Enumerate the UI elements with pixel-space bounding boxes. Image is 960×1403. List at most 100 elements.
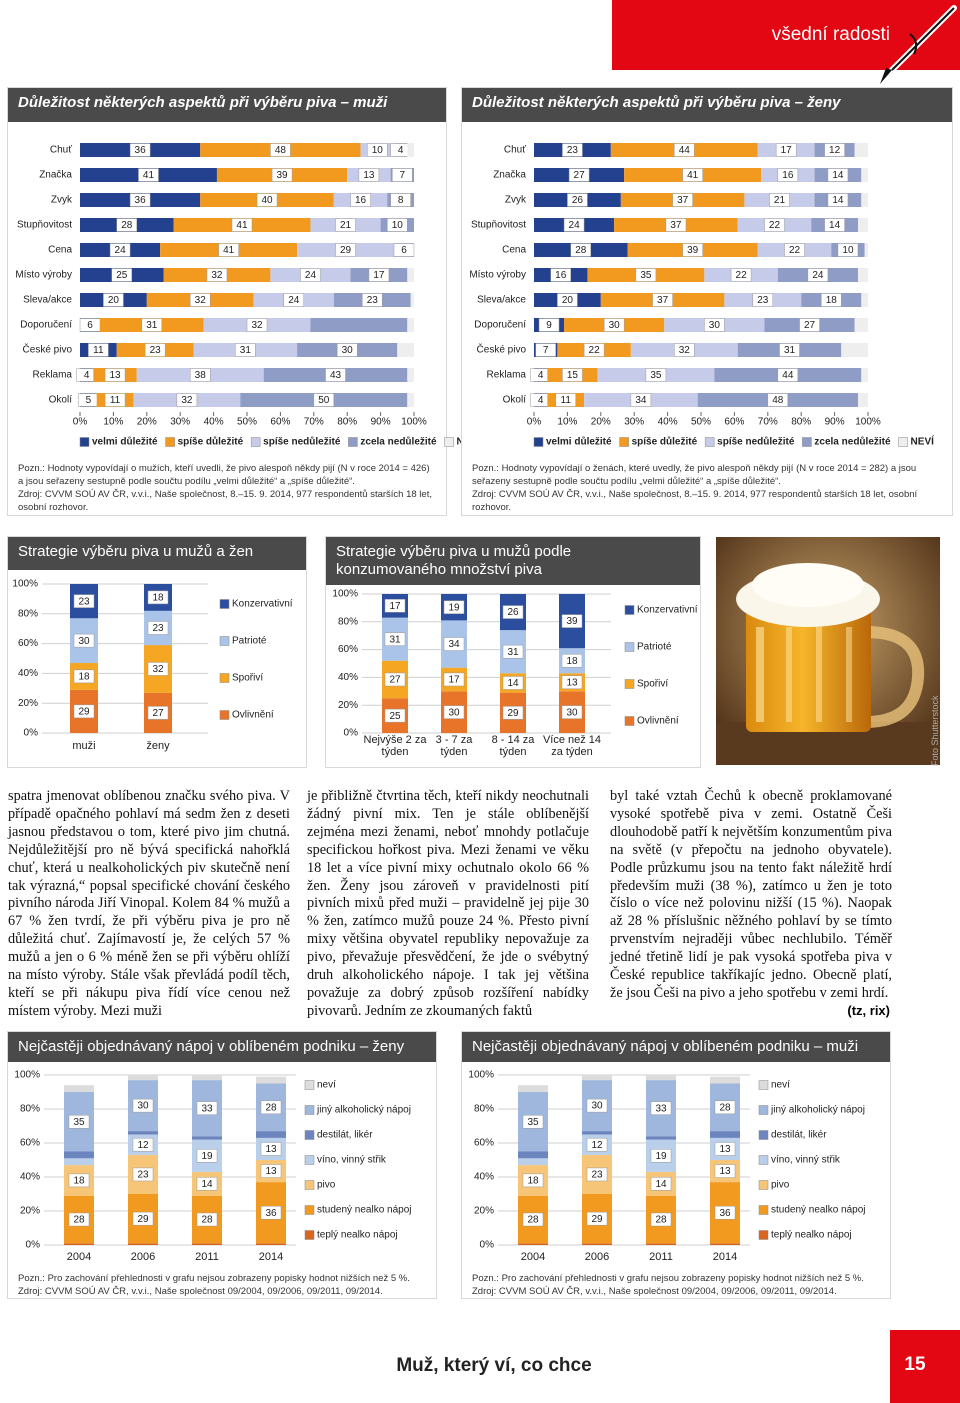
bar-segment: [861, 193, 868, 207]
value-label: 32: [152, 664, 164, 675]
value-label: 27: [574, 170, 586, 181]
value-label: 41: [143, 170, 155, 181]
legend-swatch: [219, 636, 230, 646]
category-label: Doporučení: [474, 320, 526, 331]
bar-segment: [861, 368, 868, 382]
legend-label: zcela nedůležité: [814, 436, 891, 448]
value-label-box: [392, 168, 413, 182]
value-label-box: [502, 644, 524, 659]
legend-swatch: [304, 1205, 315, 1215]
value-label: 23: [367, 295, 379, 306]
value-label-box: [535, 343, 556, 357]
legend-label: velmi důležité: [546, 436, 612, 448]
value-label: 28: [575, 245, 587, 256]
value-label: 28: [719, 1102, 731, 1113]
value-label-box: [650, 1101, 672, 1115]
value-label: 29: [507, 708, 519, 719]
x-tick-label: 50%: [691, 417, 711, 428]
value-label: 35: [73, 1117, 85, 1128]
y-tick-label: 80%: [474, 1104, 494, 1115]
chart-notes: Pozn.: Hodnoty vypovídají o ženách, kter…: [472, 462, 942, 514]
value-label: 17: [448, 675, 460, 686]
value-label: 18: [73, 1176, 85, 1187]
value-label-box: [603, 318, 625, 332]
chart: 0% 20% 40% 60% 80% 100% 28 18 35 29 23 12 30 28 14 19 33…: [14, 1070, 411, 1251]
value-label-box: [561, 653, 583, 668]
x-tick-label: 10%: [103, 417, 123, 428]
category-label: Místo výroby: [469, 270, 526, 281]
value-label: 22: [736, 270, 748, 281]
value-label: 4: [398, 145, 404, 156]
chart: 0% 10% 20% 30% 40% 50% 60% 70% 80% 90% 100% Chuť 23 4…: [469, 143, 934, 448]
value-label: 30: [342, 345, 354, 356]
legend-swatch: [758, 1105, 769, 1115]
value-label-box: [111, 268, 132, 282]
value-label-box: [283, 293, 305, 307]
category-label: Stupňovitost: [17, 220, 72, 231]
value-label: 6: [87, 320, 93, 331]
chart-title: Nejčastěji objednávaný nápoj v oblíbeném…: [8, 1032, 436, 1062]
value-label-box: [704, 318, 725, 332]
value-label-box: [384, 599, 406, 613]
value-label: 32: [211, 270, 223, 281]
value-label: 11: [110, 395, 121, 406]
bar-segment: [192, 1136, 222, 1140]
value-label: 32: [679, 345, 691, 356]
bar-segment: [582, 1131, 612, 1135]
value-label-box: [730, 268, 752, 282]
value-label: 27: [804, 320, 816, 331]
value-label: 23: [137, 1170, 149, 1181]
legend-swatch: [219, 673, 230, 683]
bar-segment: [854, 318, 868, 332]
legend-swatch: [619, 437, 629, 447]
category-label: Cena: [502, 245, 526, 256]
legend-swatch: [250, 437, 261, 447]
legend-label: neví: [771, 1080, 790, 1091]
legend-label: Patrioté: [232, 636, 267, 647]
value-label-box: [650, 1177, 672, 1191]
legend-label: víno, vinný střik: [771, 1155, 841, 1166]
value-label-box: [196, 1149, 218, 1163]
value-label: 37: [657, 295, 669, 306]
bar-segment: [397, 343, 414, 357]
chart: 0% 20% 40% 60% 80% 100% 29 18 30 23 27 32 23 18 Ovlivn…: [12, 579, 292, 739]
x-tick-label: 2006: [584, 1251, 610, 1263]
bar-segment: [841, 343, 868, 357]
value-label: 43: [330, 370, 342, 381]
chart-box: Strategie výběru piva u mužů a žen 0% 20% 4…: [8, 537, 306, 767]
chart-title: Důležitost některých aspektů při výběru …: [462, 88, 952, 122]
chart-source: Zdroj: CVVM SOÚ AV ČR, v.v.i., Naše spol…: [18, 1286, 383, 1297]
value-label-box: [443, 600, 465, 614]
value-label: 33: [201, 1103, 213, 1114]
legend-swatch: [79, 437, 90, 447]
value-label-box: [132, 1098, 154, 1113]
value-label: 32: [251, 320, 263, 331]
chart-source: Zdroj: CVVM SOÚ AV ČR, v.v.i., Naše spol…: [18, 489, 432, 513]
value-label-box: [807, 268, 829, 282]
chart-note: Pozn.: Pro zachování přehlednosti v graf…: [472, 1273, 864, 1284]
value-label: 36: [265, 1208, 277, 1219]
legend-swatch: [898, 437, 908, 447]
chart: 0% 20% 40% 60% 80% 100% 28 18 35 29 23 12 30 28 14 19 33…: [468, 1070, 865, 1251]
chart-title: Důležitost některých aspektů při výběru …: [8, 88, 446, 122]
y-tick-label: 20%: [474, 1206, 494, 1217]
value-label-box: [567, 193, 588, 207]
x-tick-label: 20%: [137, 417, 157, 428]
photo-credit: Foto Shutterstock: [930, 695, 940, 766]
legend-swatch: [444, 437, 454, 447]
value-label: 33: [655, 1103, 667, 1114]
value-label-box: [586, 1137, 608, 1152]
beer-photo: [716, 537, 940, 765]
value-label: 28: [265, 1102, 277, 1113]
x-tick-label: Více než 14 za týden: [542, 734, 602, 758]
legend-swatch: [624, 716, 635, 726]
signature: (tz, rix): [847, 1003, 890, 1018]
value-label: 18: [566, 656, 578, 667]
chart-box: Strategie výběru piva u mužů podle konzu…: [326, 537, 700, 767]
value-label: 37: [670, 220, 682, 231]
category-label: Reklama: [33, 370, 73, 381]
value-label: 44: [782, 370, 794, 381]
value-label-box: [73, 669, 95, 684]
value-label: 12: [591, 1140, 603, 1151]
